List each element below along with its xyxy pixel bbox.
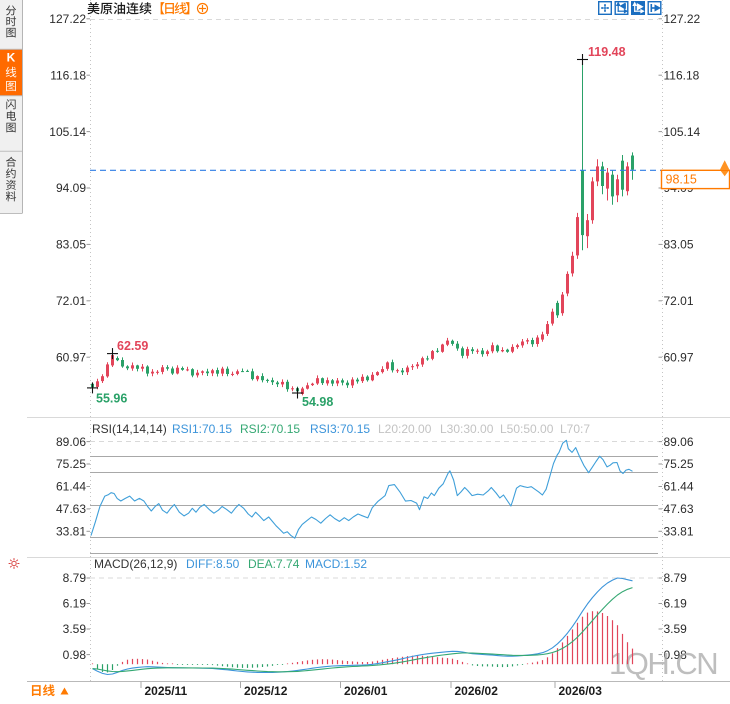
- svg-text:55.96: 55.96: [96, 391, 127, 405]
- svg-text:RSI3:70.15: RSI3:70.15: [310, 422, 370, 436]
- svg-text:2026/02: 2026/02: [455, 684, 499, 698]
- svg-text:105.14: 105.14: [49, 125, 86, 139]
- svg-text:MACD(26,12,9): MACD(26,12,9): [94, 557, 177, 571]
- svg-text:127.22: 127.22: [664, 12, 701, 26]
- svg-text:98.15: 98.15: [666, 173, 697, 187]
- svg-text:L50:50.00: L50:50.00: [500, 422, 554, 436]
- svg-text:RSI1:70.15: RSI1:70.15: [172, 422, 232, 436]
- svg-text:127.22: 127.22: [49, 12, 86, 26]
- svg-text:83.05: 83.05: [664, 238, 694, 252]
- svg-text:3.59: 3.59: [63, 622, 87, 636]
- svg-text:33.81: 33.81: [664, 525, 694, 539]
- svg-text:60.97: 60.97: [56, 350, 86, 364]
- svg-text:72.01: 72.01: [56, 294, 86, 308]
- svg-text:94.09: 94.09: [56, 181, 86, 195]
- svg-text:6.19: 6.19: [664, 597, 688, 611]
- svg-text:60.97: 60.97: [664, 350, 694, 364]
- svg-text:61.44: 61.44: [664, 480, 694, 494]
- svg-text:DEA:7.74: DEA:7.74: [248, 557, 300, 571]
- svg-text:8.79: 8.79: [63, 571, 87, 585]
- svg-text:83.05: 83.05: [56, 238, 86, 252]
- svg-text:1QH.CN: 1QH.CN: [609, 646, 717, 681]
- svg-text:0.98: 0.98: [664, 648, 688, 662]
- svg-text:MACD:1.52: MACD:1.52: [305, 557, 367, 571]
- svg-text:K: K: [7, 51, 16, 65]
- svg-text:L30:30.00: L30:30.00: [440, 422, 494, 436]
- svg-text:89.06: 89.06: [56, 435, 86, 449]
- svg-text:116.18: 116.18: [664, 68, 700, 82]
- svg-text:54.98: 54.98: [302, 395, 333, 409]
- svg-text:0.98: 0.98: [63, 648, 87, 662]
- svg-text:72.01: 72.01: [664, 294, 694, 308]
- svg-text:RSI2:70.15: RSI2:70.15: [240, 422, 300, 436]
- svg-text:2025/11: 2025/11: [145, 684, 188, 698]
- svg-text:105.14: 105.14: [664, 125, 701, 139]
- svg-text:2025/12: 2025/12: [244, 684, 288, 698]
- svg-text:47.63: 47.63: [664, 502, 694, 516]
- svg-text:2026/01: 2026/01: [344, 684, 388, 698]
- svg-text:2026/03: 2026/03: [559, 684, 603, 698]
- svg-text:3.59: 3.59: [664, 622, 688, 636]
- svg-text:8.79: 8.79: [664, 571, 688, 585]
- svg-text:116.18: 116.18: [50, 68, 86, 82]
- svg-text:L70:7: L70:7: [560, 422, 590, 436]
- svg-text:62.59: 62.59: [117, 339, 148, 353]
- svg-text:6.19: 6.19: [63, 597, 87, 611]
- svg-text:33.81: 33.81: [56, 525, 86, 539]
- svg-text:61.44: 61.44: [56, 480, 86, 494]
- svg-text:47.63: 47.63: [56, 502, 86, 516]
- svg-text:89.06: 89.06: [664, 435, 694, 449]
- svg-text:RSI(14,14,14): RSI(14,14,14): [92, 422, 167, 436]
- svg-text:75.25: 75.25: [664, 457, 694, 471]
- svg-text:119.48: 119.48: [588, 45, 626, 59]
- svg-text:75.25: 75.25: [56, 457, 86, 471]
- svg-text:L20:20.00: L20:20.00: [378, 422, 432, 436]
- svg-text:DIFF:8.50: DIFF:8.50: [186, 557, 240, 571]
